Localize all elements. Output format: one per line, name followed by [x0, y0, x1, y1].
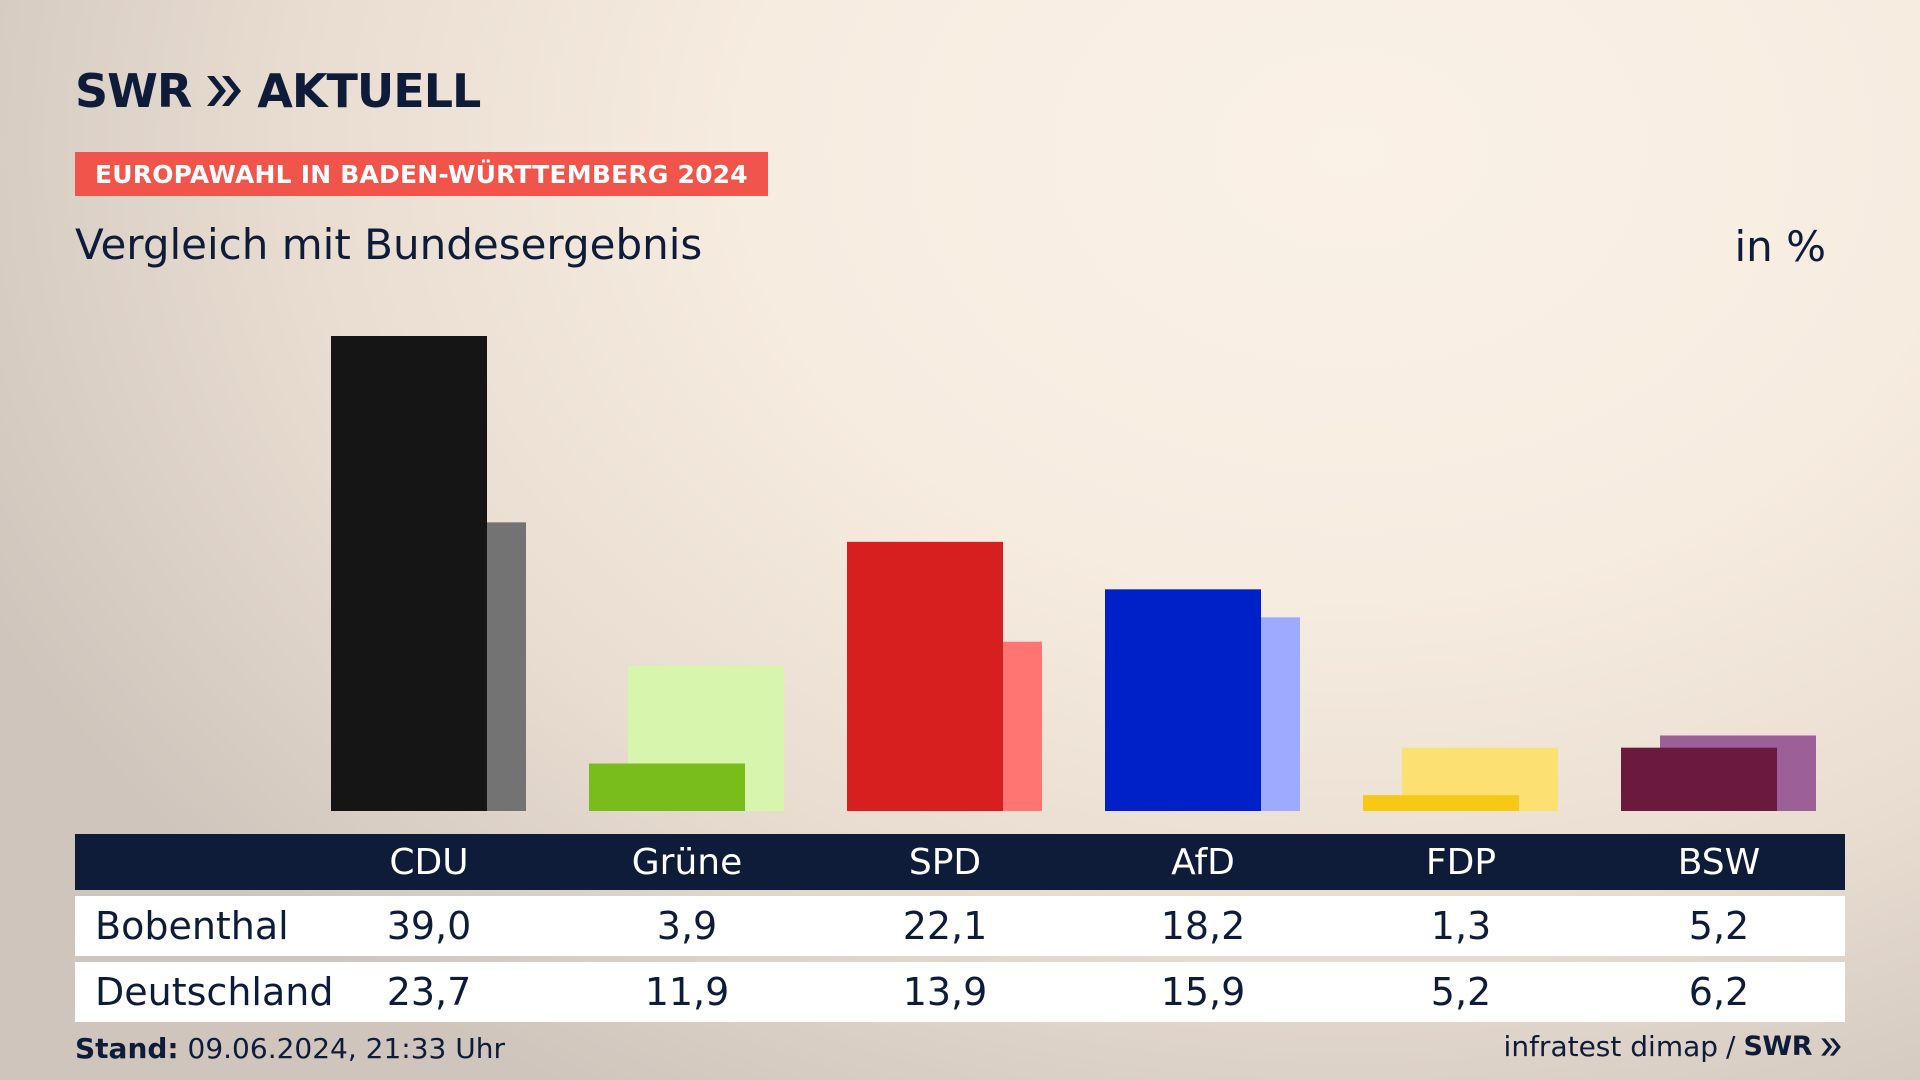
table-cell: 13,9 — [902, 970, 988, 1014]
table-header-cell: AfD — [1171, 841, 1235, 883]
bar-bobenthal-afd — [1105, 589, 1261, 811]
source-name: infratest dimap — [1503, 1030, 1719, 1063]
table-header-cell: Grüne — [631, 841, 743, 883]
table-header-cell: FDP — [1425, 841, 1497, 883]
table-row: Bobenthal 39,0 3,9 22,1 18,2 1,3 5,2 — [75, 896, 1845, 956]
table-cell: 6,2 — [1688, 970, 1750, 1014]
table-cell: 5,2 — [1688, 904, 1750, 948]
table-cell: 3,9 — [656, 904, 718, 948]
table-row: Deutschland 23,7 11,9 13,9 15,9 5,2 6,2 — [75, 962, 1845, 1022]
table-cell: 5,2 — [1430, 970, 1492, 1014]
double-chevron-icon — [207, 76, 242, 106]
table-cell: 39,0 — [386, 904, 472, 948]
unit-label: in % — [1734, 222, 1826, 271]
logo-brand: SWR — [75, 64, 192, 118]
source-credit: infratest dimap / SWR — [1504, 1030, 1842, 1063]
table-cell: 23,7 — [386, 970, 472, 1014]
table-cell: 15,9 — [1160, 970, 1246, 1014]
bar-chart — [331, 336, 1816, 811]
swr-aktuell-logo: SWR AKTUELL — [75, 64, 481, 118]
footer-brand: SWR — [1743, 1031, 1812, 1062]
timestamp: Stand: 09.06.2024, 21:33 Uhr — [75, 1032, 505, 1065]
double-chevron-icon — [1821, 1037, 1841, 1056]
bar-bobenthal-cdu — [331, 336, 487, 811]
logo-product: AKTUELL — [257, 64, 481, 118]
table-cell: 22,1 — [902, 904, 988, 948]
row-label: Deutschland — [95, 970, 334, 1014]
table-cell: 11,9 — [644, 970, 730, 1014]
bar-bobenthal-fdp — [1363, 795, 1519, 811]
bar-bobenthal-bsw — [1621, 747, 1777, 811]
table-header-cell: BSW — [1677, 841, 1761, 883]
table-cell: 1,3 — [1430, 904, 1492, 948]
bar-bobenthal-spd — [847, 541, 1003, 811]
table-header-cell: CDU — [389, 841, 469, 883]
table-header: CDU Grüne SPD AfD FDP BSW — [75, 834, 1845, 890]
table-cell: 18,2 — [1160, 904, 1246, 948]
table-header-cell: SPD — [908, 841, 982, 883]
election-badge: EUROPAWAHL IN BADEN-WÜRTTEMBERG 2024 — [75, 152, 768, 196]
stand-value: 09.06.2024, 21:33 Uhr — [187, 1032, 505, 1065]
source-separator: / — [1726, 1030, 1736, 1063]
page-title: Vergleich mit Bundesergebnis — [75, 220, 703, 269]
results-table: CDU Grüne SPD AfD FDP BSW Bobenthal 39,0 3,9 22,… — [75, 834, 1845, 1022]
table-body: Bobenthal 39,0 3,9 22,1 18,2 1,3 5,2 Deutschlan… — [75, 896, 1845, 1022]
row-label: Bobenthal — [95, 904, 289, 948]
stand-label: Stand: — [75, 1032, 179, 1065]
bar-bobenthal-grne — [589, 763, 745, 811]
